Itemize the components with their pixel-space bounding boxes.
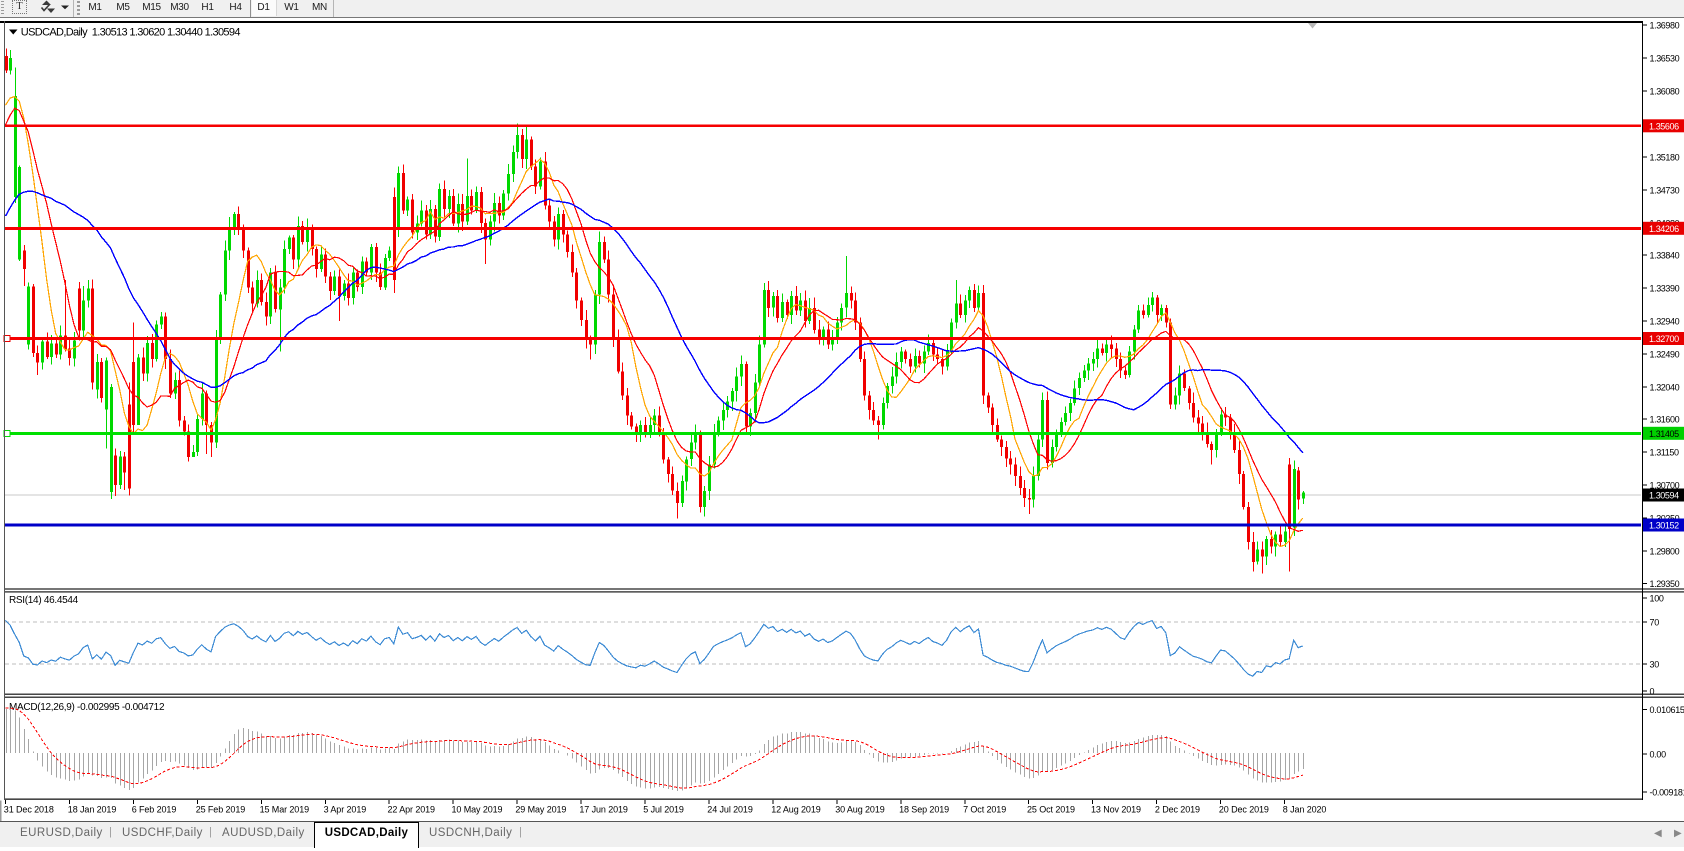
- svg-text:18 Jan 2019: 18 Jan 2019: [68, 805, 117, 815]
- svg-text:25 Feb 2019: 25 Feb 2019: [196, 805, 246, 815]
- svg-text:RSI(14) 46.4544: RSI(14) 46.4544: [9, 595, 79, 606]
- svg-text:8 Jan 2020: 8 Jan 2020: [1283, 805, 1327, 815]
- svg-text:1.34730: 1.34730: [1650, 185, 1680, 195]
- svg-text:1.36530: 1.36530: [1650, 54, 1680, 64]
- svg-text:70: 70: [1650, 618, 1660, 628]
- svg-text:1.30152: 1.30152: [1649, 521, 1679, 531]
- svg-text:12 Aug 2019: 12 Aug 2019: [771, 805, 821, 815]
- svg-text:30 Aug 2019: 30 Aug 2019: [835, 805, 885, 815]
- svg-text:1.34206: 1.34206: [1649, 224, 1679, 234]
- svg-text:1.32940: 1.32940: [1650, 316, 1680, 326]
- svg-text:1.36080: 1.36080: [1650, 87, 1680, 97]
- svg-text:100: 100: [1650, 594, 1664, 604]
- svg-text:30: 30: [1650, 660, 1660, 670]
- svg-text:5 Jul 2019: 5 Jul 2019: [643, 805, 684, 815]
- svg-text:24 Jul 2019: 24 Jul 2019: [707, 805, 753, 815]
- svg-text:0: 0: [1650, 687, 1655, 697]
- svg-text:1.33390: 1.33390: [1650, 284, 1680, 294]
- svg-text:MACD(12,26,9) -0.002995 -0.004: MACD(12,26,9) -0.002995 -0.004712: [9, 702, 165, 713]
- svg-text:2 Dec 2019: 2 Dec 2019: [1155, 805, 1200, 815]
- svg-text:1.32700: 1.32700: [1649, 334, 1679, 344]
- svg-text:20 Dec 2019: 20 Dec 2019: [1219, 805, 1269, 815]
- svg-text:22 Apr 2019: 22 Apr 2019: [388, 805, 436, 815]
- svg-text:1.35606: 1.35606: [1649, 121, 1679, 131]
- svg-text:0.00: 0.00: [1650, 750, 1667, 760]
- svg-text:29 May 2019: 29 May 2019: [515, 805, 566, 815]
- svg-text:1.31600: 1.31600: [1650, 415, 1680, 425]
- svg-text:USDCAD,Daily 1.30513 1.30620: USDCAD,Daily 1.30513 1.30620 1.30440 1.3…: [21, 27, 241, 39]
- svg-text:17 Jun 2019: 17 Jun 2019: [579, 805, 628, 815]
- svg-text:1.32040: 1.32040: [1650, 382, 1680, 392]
- svg-text:15 Mar 2019: 15 Mar 2019: [260, 805, 310, 815]
- svg-text:1.30594: 1.30594: [1649, 491, 1679, 501]
- svg-text:-0.009181: -0.009181: [1650, 788, 1684, 798]
- svg-text:1.29350: 1.29350: [1650, 579, 1680, 589]
- svg-text:1.36980: 1.36980: [1650, 21, 1680, 31]
- svg-text:7 Oct 2019: 7 Oct 2019: [963, 805, 1006, 815]
- svg-text:31 Dec 2018: 31 Dec 2018: [4, 805, 54, 815]
- svg-text:1.32490: 1.32490: [1650, 349, 1680, 359]
- svg-text:13 Nov 2019: 13 Nov 2019: [1091, 805, 1141, 815]
- svg-text:3 Apr 2019: 3 Apr 2019: [324, 805, 367, 815]
- svg-text:1.35180: 1.35180: [1650, 153, 1680, 163]
- svg-text:0.010615: 0.010615: [1650, 705, 1684, 715]
- svg-text:10 May 2019: 10 May 2019: [452, 805, 503, 815]
- svg-text:1.31150: 1.31150: [1650, 448, 1679, 458]
- svg-text:18 Sep 2019: 18 Sep 2019: [899, 805, 949, 815]
- svg-text:1.31405: 1.31405: [1649, 429, 1679, 439]
- svg-text:25 Oct 2019: 25 Oct 2019: [1027, 805, 1075, 815]
- svg-text:6 Feb 2019: 6 Feb 2019: [132, 805, 177, 815]
- svg-text:1.33840: 1.33840: [1650, 251, 1680, 261]
- svg-text:1.29800: 1.29800: [1650, 546, 1680, 556]
